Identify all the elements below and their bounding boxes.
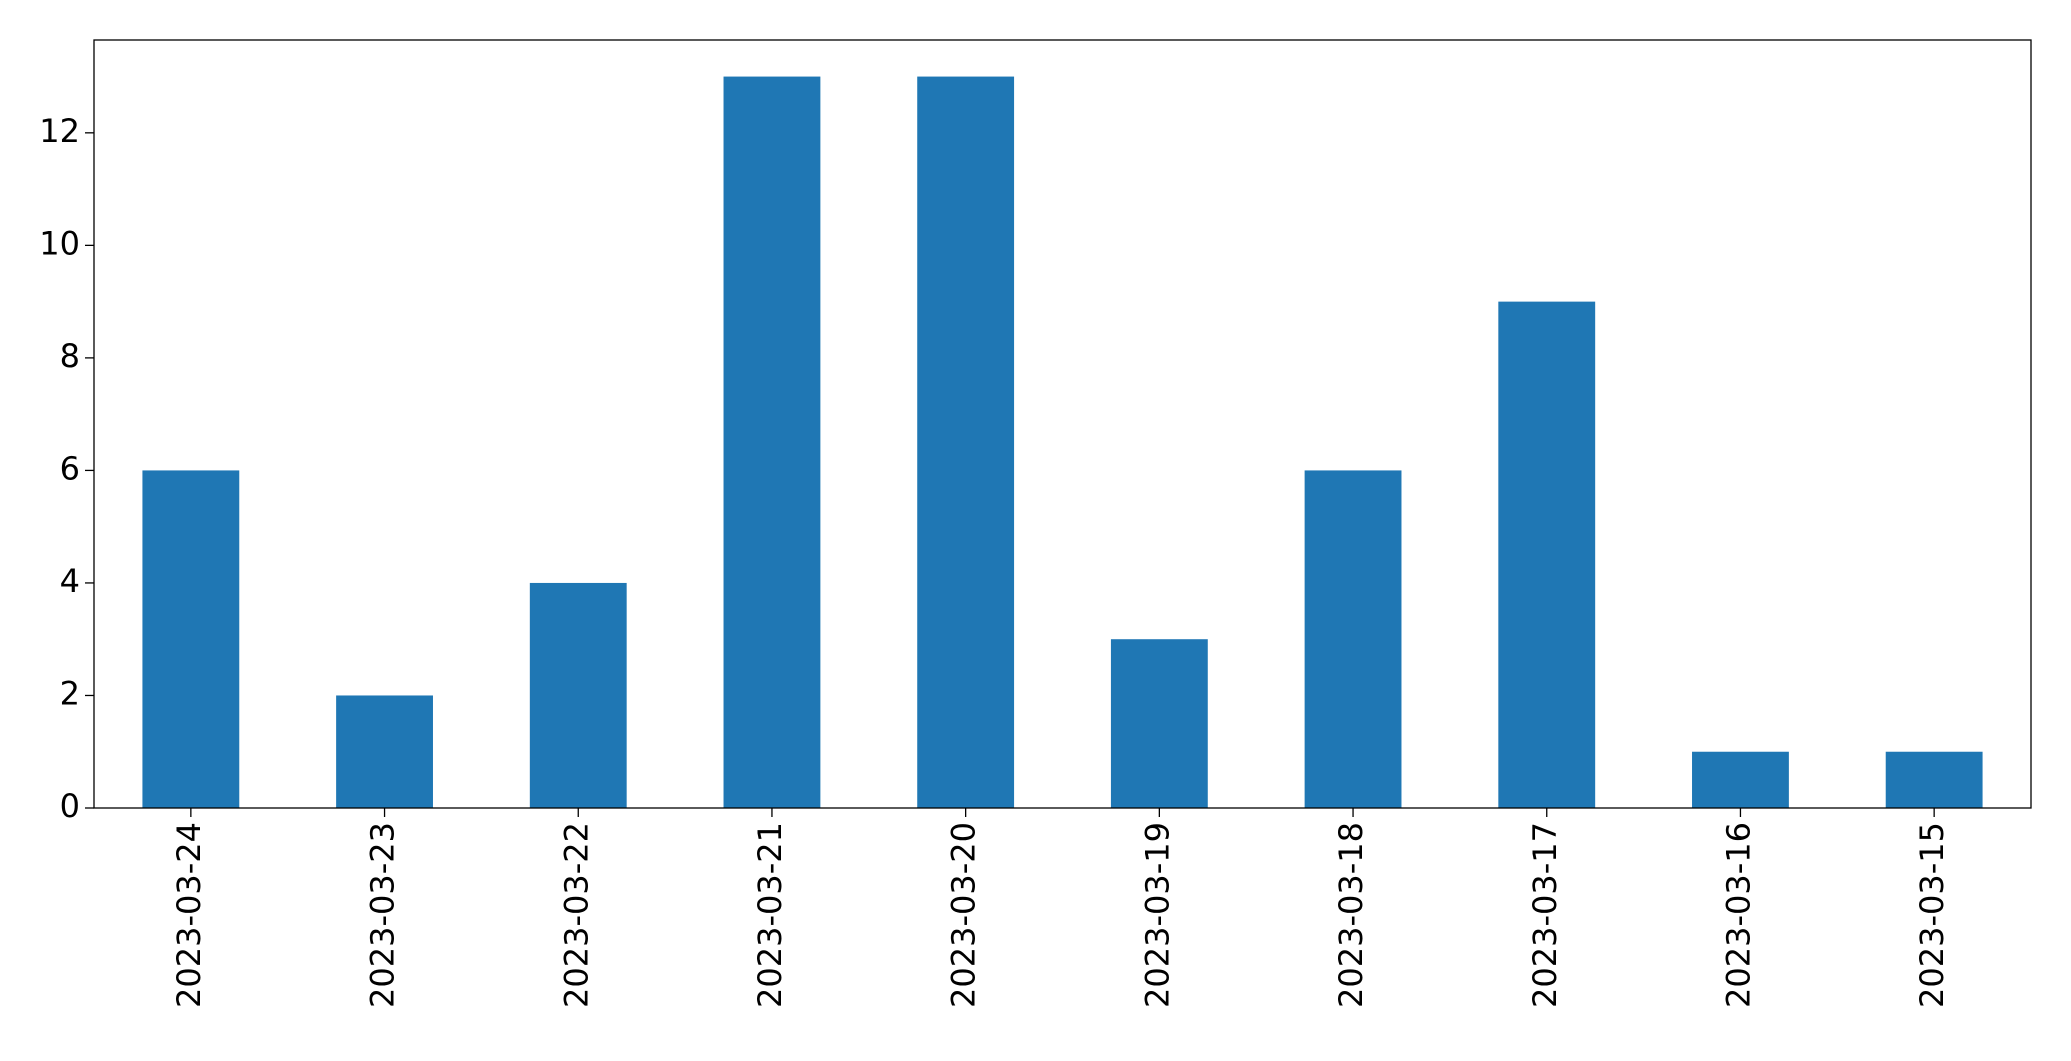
y-tick-label: 2 — [60, 674, 80, 712]
x-tick-label: 2023-03-20 — [945, 822, 983, 1008]
bar — [1110, 639, 1208, 808]
x-tick-label: 2023-03-19 — [1138, 822, 1176, 1008]
y-tick-label: 6 — [60, 449, 80, 487]
x-tick-label: 2023-03-23 — [364, 822, 402, 1008]
x-tick-label: 2023-03-22 — [557, 822, 595, 1008]
bar — [336, 695, 433, 808]
bar — [723, 76, 821, 809]
plot-frame — [93, 39, 2032, 809]
y-tick-label: 0 — [60, 787, 80, 825]
x-tick-label: 2023-03-24 — [170, 822, 208, 1008]
y-tick-label: 10 — [39, 224, 80, 262]
x-tick-label: 2023-03-18 — [1332, 822, 1370, 1008]
bar — [1692, 751, 1789, 808]
x-tick-label: 2023-03-16 — [1719, 822, 1757, 1008]
x-tick-label: 2023-03-17 — [1526, 822, 1564, 1008]
y-tick-label: 4 — [60, 562, 80, 600]
y-tick-label: 8 — [60, 337, 80, 375]
bar — [529, 582, 627, 808]
bar — [1304, 470, 1402, 808]
x-tick-label: 2023-03-15 — [1913, 822, 1951, 1008]
bar — [142, 470, 240, 808]
bar — [917, 76, 1015, 809]
y-tick-label: 12 — [39, 112, 80, 150]
bar — [1885, 751, 1983, 808]
bar — [1498, 301, 1596, 808]
x-tick-label: 2023-03-21 — [751, 822, 789, 1008]
